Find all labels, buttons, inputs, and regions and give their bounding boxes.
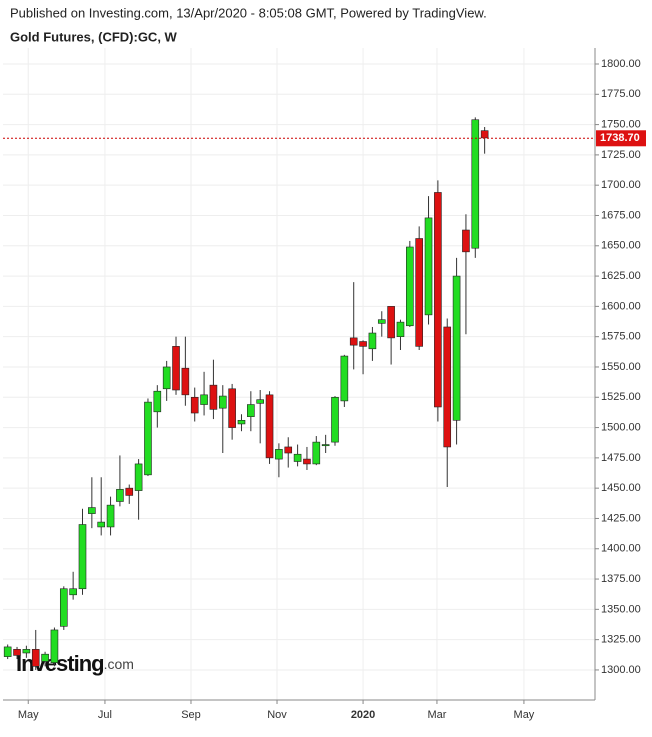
y-tick-label: 1525.00 [601,391,641,403]
x-tick-label: May [514,709,535,721]
candle-body [321,444,330,447]
y-tick-label: 1675.00 [601,209,641,221]
candle-body [3,646,12,657]
x-tick-label: 2020 [351,709,375,721]
candle-body [359,341,367,347]
candle-body [116,489,124,502]
candle-body [31,649,40,667]
candle-body [22,649,31,654]
y-tick-label: 1775.00 [601,88,641,100]
candle-body [256,399,264,404]
candle-body [125,487,134,496]
candle-body [209,384,218,410]
candle-body [471,119,480,249]
candle-body [415,238,423,347]
candle-body [368,332,377,350]
watermark-brand: Investing [16,651,104,676]
y-tick-label: 1450.00 [601,482,641,494]
plot: 1300.00 1325.00 1350.00 1375.00 1400.00 1425.… [3,48,646,721]
candle-body [88,507,96,514]
y-tick-label: 1575.00 [601,331,641,343]
candle-body [265,394,274,459]
candle-body [443,326,452,448]
y-tick-label: 1325.00 [601,634,641,646]
x-tick-label: Nov [267,709,287,721]
y-tick-label: 1550.00 [601,361,641,373]
candle-body [303,458,311,465]
candle-body [228,388,236,428]
y-tick-label: 1650.00 [601,240,641,252]
candle-body [59,588,68,627]
candle-body [153,390,162,413]
candle-body [134,463,143,491]
candle-body [377,319,386,324]
y-tick-label: 1500.00 [601,421,641,433]
candle-body [275,449,283,460]
y-tick-label: 1425.00 [601,512,641,524]
candle-body [331,396,339,443]
candle-body [406,246,414,327]
candle-body [434,192,442,408]
y-tick-label: 1300.00 [601,664,641,676]
published-note: Published on Investing.com, 13/Apr/2020 … [10,5,487,20]
candle-body [97,521,105,528]
candle-body [237,419,246,425]
candle-body [396,321,405,337]
candle-body [293,453,302,462]
candle-body [106,504,115,528]
candle-body [162,366,171,390]
candle-body [284,446,293,454]
x-tick-label: Mar [427,709,446,721]
last-price-box [596,130,646,147]
candle-body [218,395,227,409]
symbol-title: Gold Futures, (CFD):GC, W [10,29,178,44]
candle-body [181,367,190,396]
y-tick-label: 1800.00 [601,58,641,70]
y-tick-label: 1475.00 [601,452,641,464]
candle-body [387,306,395,339]
candle-body [247,404,255,417]
candle-body [41,653,49,662]
watermark: Investing.com [16,651,134,676]
x-tick-label: May [18,709,39,721]
candle-body [172,346,180,391]
x-tick-label: Sep [181,709,201,721]
y-tick-label: 1350.00 [601,603,641,615]
candle-body [424,217,433,316]
last-price-label: 1738.70 [600,132,640,144]
candle-body [480,130,489,139]
watermark-suffix: .com [104,656,134,672]
y-tick-label: 1400.00 [601,543,641,555]
candle-body [462,229,470,253]
y-tick-label: 1700.00 [601,179,641,191]
candle-body [452,275,461,421]
candle-body [13,649,21,656]
y-tick-label: 1625.00 [601,270,641,282]
candle-body [340,355,349,402]
y-tick-label: 1750.00 [601,118,641,130]
candle-body [190,396,199,414]
candle-body [69,588,77,596]
y-tick-label: 1725.00 [601,149,641,161]
y-tick-label: 1600.00 [601,300,641,312]
candle-body [349,337,358,346]
candle-body [50,629,59,663]
x-tick-label: Jul [98,709,112,721]
candle-body [200,394,208,405]
y-tick-label: 1375.00 [601,573,641,585]
candle-body [312,441,321,465]
candle-body [144,401,152,476]
candle-body [78,524,87,590]
